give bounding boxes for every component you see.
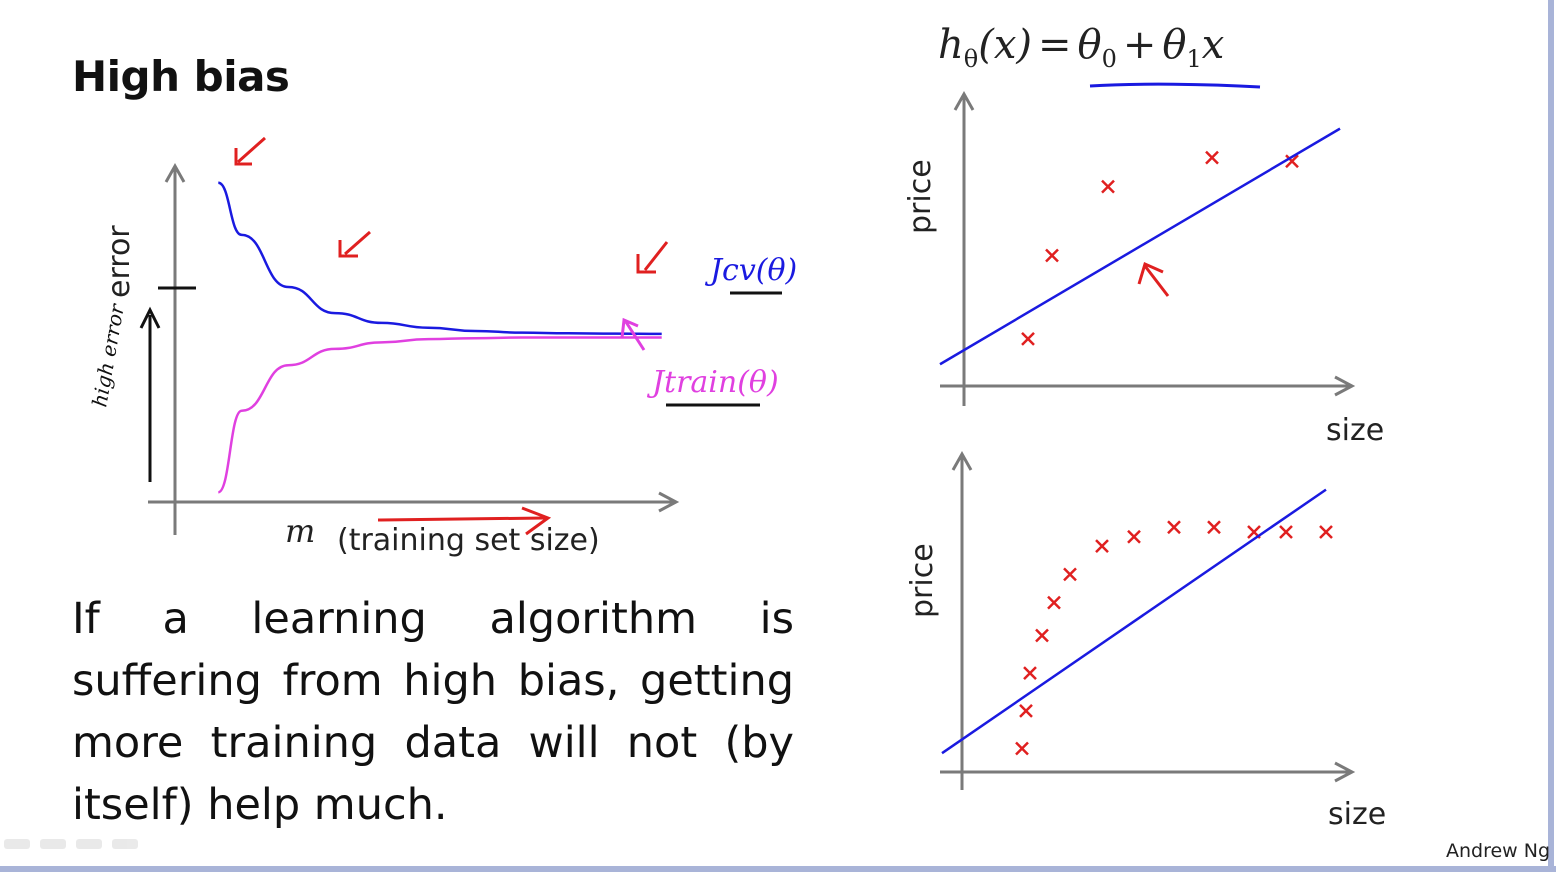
train-arrow [620, 317, 646, 351]
formula-theta-sub: θ [963, 45, 979, 73]
data-point-x-marker [1279, 525, 1293, 539]
formula-x: (x) [978, 22, 1032, 68]
learning-x-label: (training set size) [337, 523, 600, 558]
learning-x-arrowhead [658, 491, 680, 513]
learning-y-arrowhead [164, 162, 186, 183]
formula-underline [1089, 82, 1261, 89]
data-point-x-marker [1023, 666, 1037, 681]
learning-curve-chart: error m (training set size) high error J… [87, 136, 797, 558]
x-direction-arrowhead [521, 506, 552, 536]
slide-title: High bias [72, 52, 290, 101]
jtrain-curve [217, 336, 662, 494]
data-point-x-marker [1019, 703, 1033, 718]
learning-y-label: error [102, 225, 137, 298]
high-error-annotation: high error [87, 301, 129, 409]
data-point-x-marker [1015, 741, 1029, 756]
data-point-x-marker [1047, 595, 1061, 610]
top-x-arrowhead [1334, 375, 1356, 397]
hypothesis-formula: hθ(x) = θ0 + θ1x [938, 22, 1224, 73]
formula-sub1: 1 [1186, 45, 1202, 73]
scatter-chart-top: price size [903, 90, 1384, 448]
data-point-x-marker [1127, 529, 1141, 544]
bottom-x-arrowhead [1334, 761, 1356, 783]
jcv-label: Jcv(θ) [704, 253, 797, 288]
formula-sub0: 0 [1101, 45, 1117, 73]
data-point-x-marker [1319, 525, 1333, 539]
formula-x2: x [1201, 22, 1225, 68]
top-fit-arrow [1137, 261, 1170, 297]
data-point-x-marker [1285, 154, 1299, 169]
author-credit: Andrew Ng [1446, 840, 1551, 862]
data-point-x-marker [1207, 520, 1221, 535]
data-point-x-marker [1021, 331, 1035, 346]
data-point-x-marker [1167, 520, 1181, 535]
learning-x-symbol: m [285, 512, 315, 550]
window-frame-bottom [0, 866, 1556, 872]
formula-h: h [938, 22, 964, 68]
window-frame-right [1548, 0, 1554, 872]
data-point-x-marker [1101, 179, 1115, 194]
jtrain-label: Jtrain(θ) [646, 365, 779, 400]
top-x-label: size [1326, 413, 1384, 448]
formula-theta0: θ [1077, 22, 1102, 68]
prev-slide-icon[interactable] [4, 839, 30, 849]
pen-icon[interactable] [40, 839, 66, 849]
bottom-fit-line [941, 488, 1327, 755]
top-fit-line [939, 127, 1341, 366]
bottom-y-arrowhead [951, 450, 973, 471]
top-y-arrowhead [953, 90, 975, 111]
data-point-x-marker [1095, 539, 1109, 554]
slide-body-text: If a learning algorithm is suffering fro… [72, 594, 794, 830]
next-slide-icon[interactable] [112, 839, 138, 849]
slide-nav-controls[interactable] [4, 834, 154, 856]
high-error-arrowhead [139, 306, 161, 329]
jcv-curve [217, 181, 662, 336]
formula-theta1: θ [1162, 22, 1187, 68]
scatter-chart-bottom: price size [905, 450, 1386, 832]
bottom-x-label: size [1328, 797, 1386, 832]
cv-arrow-1 [234, 136, 266, 166]
formula-equals: = [1038, 22, 1072, 68]
menu-icon[interactable] [76, 839, 102, 849]
formula-plus: + [1122, 22, 1157, 68]
data-point-x-marker [1205, 150, 1219, 165]
x-direction-arrow [377, 516, 546, 522]
cv-arrow-2 [338, 230, 371, 258]
top-y-label: price [903, 159, 938, 234]
data-point-x-marker [1045, 248, 1059, 263]
data-point-x-marker [1063, 567, 1077, 582]
data-point-x-marker [1035, 628, 1049, 643]
bottom-y-label: price [905, 543, 940, 618]
cv-arrow-3 [636, 241, 669, 274]
